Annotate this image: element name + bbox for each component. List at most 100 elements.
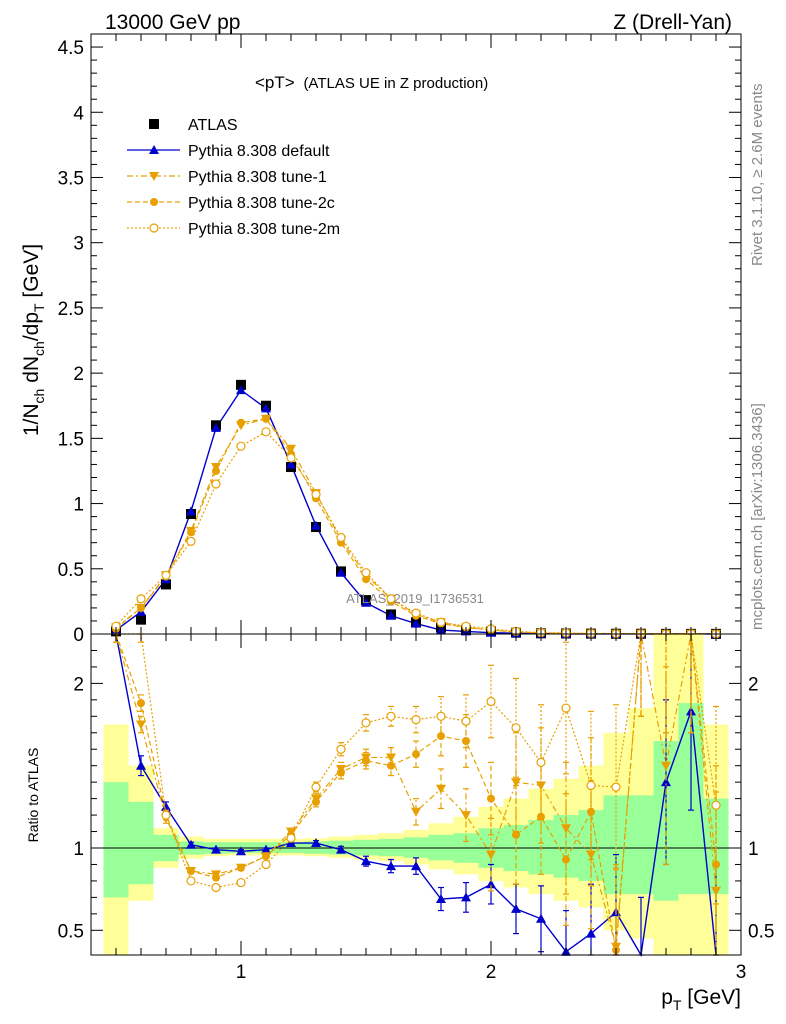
uncertainty-band-green (128, 801, 154, 885)
main-series-3-point (362, 575, 370, 584)
ratio-series-0-point (186, 839, 196, 849)
legend-label-0: ATLAS (188, 117, 238, 134)
legend-label-3: Pythia 8.308 tune-2c (188, 195, 335, 212)
ratio-series-3-point (586, 780, 596, 791)
ratio-y-tick-label-right: 2 (748, 674, 759, 695)
main-y-axis-label: 1/Nch dNch/dpT [GeV] (20, 244, 47, 436)
ratio-series-2-point (412, 750, 420, 759)
main-series-1-point (186, 506, 196, 516)
ratio-series-2-point (312, 797, 320, 806)
main-panel: 0 0.5 1 1.5 2 2.5 3 3.5 4 4.5 <pT> (ATLAS UE in Z… (20, 33, 742, 646)
ratio-series-0-point (536, 913, 546, 923)
ratio-series-0-point (336, 844, 346, 854)
ylabel-part-d: [GeV] (20, 244, 43, 304)
ratio-series-3-point (336, 744, 346, 754)
ratio-series-3-point (511, 723, 521, 733)
main-series-1-point (361, 597, 371, 607)
ratio-series-1-point (136, 720, 146, 730)
main-series-4-point (411, 608, 421, 618)
ratio-series-2-point (137, 699, 145, 708)
ylabel-part-b: dN (20, 356, 43, 389)
ratio-series-2-point (512, 830, 520, 839)
main-y-tick-label: 3 (73, 234, 84, 255)
ratio-series-3-point (361, 718, 371, 728)
atlas-data-point (136, 614, 146, 625)
atlas-data-point (236, 379, 246, 390)
ratio-series-2-point (237, 863, 245, 872)
ratio-series-3-point (186, 876, 196, 886)
ratio-series-0-point (586, 928, 596, 938)
ratio-series-0-point (211, 844, 221, 854)
ratio-series-2-point (187, 867, 195, 876)
ratio-series-1-point (461, 811, 471, 821)
xlabel-part-a: p (661, 986, 673, 1009)
ratio-series-3-point (311, 782, 321, 792)
main-series-4-point (161, 570, 171, 580)
legend-marker-1 (149, 145, 159, 154)
ratio-series-3-point (411, 714, 421, 725)
ratio-series-0-point (436, 894, 446, 904)
main-series-1-point (311, 520, 321, 530)
main-y-tick-label: 1 (73, 495, 84, 516)
main-y-tick-label: 2 (73, 364, 84, 385)
ratio-y-axis-label: Ratio to ATLAS (25, 748, 41, 843)
main-series-4-point (136, 594, 146, 604)
xlabel-sub-a: T (673, 997, 682, 1013)
ratio-y-ticks: 0.5 0.5 1 1 2 2 (58, 649, 774, 942)
ratio-series-3-point (561, 703, 571, 713)
legend-marker-2 (149, 172, 159, 181)
ratio-series-3-point (261, 859, 271, 870)
ratio-y-tick-label: 0.5 (58, 921, 84, 942)
ratio-series-1-point (511, 778, 521, 788)
ratio-series-0-point (661, 777, 671, 787)
ylabel-part-c: /dp (20, 312, 43, 341)
main-series-1-point (286, 459, 296, 469)
ratio-series-3-point (711, 800, 721, 810)
ratio-y-tick-label: 2 (73, 674, 84, 695)
x-axis-label: pT [GeV] (661, 986, 741, 1013)
main-series-1-point (411, 618, 421, 628)
ratio-series-3-point (461, 716, 471, 726)
ratio-series-2-point (562, 855, 570, 864)
ratio-series-2-point (387, 761, 395, 770)
ylabel-part-a: 1/N (20, 403, 43, 436)
main-series-4-point (336, 532, 346, 543)
ratio-series-2-point (362, 756, 370, 765)
main-series-4-point (211, 479, 221, 489)
ratio-y-tick-label-right: 0.5 (748, 921, 774, 942)
ratio-series-2-point (212, 873, 220, 882)
main-title-sub: (ATLAS UE in Z production) (303, 75, 488, 92)
main-series-1-point (211, 422, 221, 432)
main-series-4-point (311, 489, 321, 500)
ratio-x-ticks: 1 2 3 (115, 634, 747, 983)
legend-label-4: Pythia 8.308 tune-2m (188, 221, 340, 238)
ratio-series-0-point (511, 903, 521, 913)
ratio-series-3-point (486, 696, 496, 707)
main-series-3-point (237, 418, 245, 427)
atlas-data-point (161, 579, 171, 590)
main-series-4-point (286, 453, 296, 463)
ratio-series-0-point (311, 838, 321, 848)
energy-label: 13000 GeV pp (105, 11, 240, 34)
ratio-series-1-point (411, 807, 421, 817)
x-tick-label: 3 (736, 962, 747, 983)
ratio-series-2-point (587, 807, 595, 816)
main-y-tick-label: 0.5 (58, 560, 84, 581)
ratio-series-0-point (361, 856, 371, 866)
ratio-y-tick-label: 1 (73, 839, 84, 860)
process-label: Z (Drell-Yan) (613, 11, 732, 34)
main-y-ticks: 0 0.5 1 1.5 2 2.5 3 3.5 4 4.5 (58, 34, 741, 646)
ratio-series-0-point (136, 760, 146, 770)
main-series-4-point (386, 594, 396, 604)
ratio-series-3-point (236, 877, 246, 888)
main-series-3-point (262, 414, 270, 423)
main-series-4-point (236, 441, 246, 451)
legend-marker-3 (150, 198, 158, 206)
legend-label-1: Pythia 8.308 default (188, 143, 330, 160)
ratio-y-tick-label-right: 1 (748, 839, 759, 860)
ratio-series-3-point (386, 711, 396, 721)
main-y-tick-label: 3.5 (58, 168, 84, 189)
ratio-series-3-point (436, 711, 446, 721)
ratio-series-0-point (236, 846, 246, 856)
